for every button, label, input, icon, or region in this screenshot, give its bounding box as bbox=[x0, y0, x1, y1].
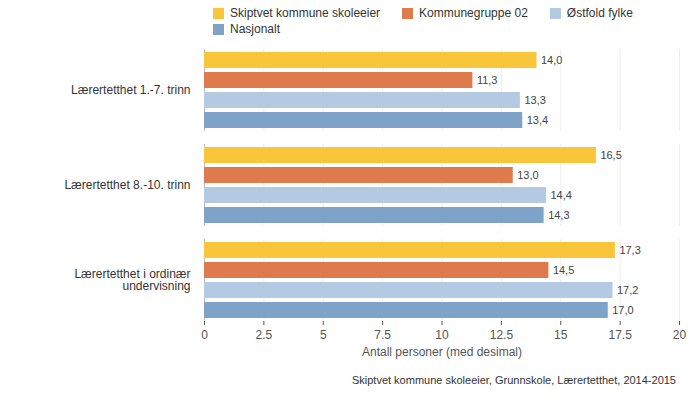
svg-text:14,5: 14,5 bbox=[553, 264, 574, 276]
svg-text:5: 5 bbox=[320, 328, 327, 342]
html-text:Østfold fylke: Østfold fylke bbox=[566, 6, 633, 20]
svg-text:17,2: 17,2 bbox=[617, 284, 638, 296]
svg-text:13,4: 13,4 bbox=[527, 114, 548, 126]
svg-text:0: 0 bbox=[201, 328, 208, 342]
svg-text:Lærertetthet i ordinærundervis: Lærertetthet i ordinærundervisning bbox=[74, 267, 190, 293]
svg-text:10: 10 bbox=[435, 328, 449, 342]
svg-text:13,3: 13,3 bbox=[524, 94, 545, 106]
svg-text:Antall personer (med desimal): Antall personer (med desimal) bbox=[362, 345, 522, 359]
svg-text:17,3: 17,3 bbox=[619, 244, 640, 256]
svg-text:2.5: 2.5 bbox=[256, 328, 273, 342]
svg-text:14,4: 14,4 bbox=[551, 189, 572, 201]
html-text:Kommunegruppe 02: Kommunegruppe 02 bbox=[419, 6, 528, 20]
svg-text:Lærertetthet 8.-10. trinn: Lærertetthet 8.-10. trinn bbox=[64, 178, 190, 192]
svg-text:20: 20 bbox=[673, 328, 687, 342]
svg-text:12.5: 12.5 bbox=[490, 328, 514, 342]
svg-text:16,5: 16,5 bbox=[600, 149, 621, 161]
html-text:Skiptvet kommune skoleeier, Gr: Skiptvet kommune skoleeier, Grunnskole, … bbox=[351, 374, 676, 386]
svg-text:17,0: 17,0 bbox=[612, 304, 633, 316]
svg-text:7.5: 7.5 bbox=[374, 328, 391, 342]
svg-text:13,0: 13,0 bbox=[517, 169, 538, 181]
svg-text:Lærertetthet 1.-7. trinn: Lærertetthet 1.-7. trinn bbox=[71, 83, 190, 97]
svg-text:17.5: 17.5 bbox=[608, 328, 632, 342]
svg-text:15: 15 bbox=[554, 328, 568, 342]
html-text:Nasjonalt: Nasjonalt bbox=[230, 22, 280, 36]
html-text:Skiptvet kommune skoleeier: Skiptvet kommune skoleeier bbox=[230, 6, 381, 20]
svg-text:14,0: 14,0 bbox=[541, 54, 562, 66]
svg-text:11,3: 11,3 bbox=[477, 74, 498, 86]
svg-text:14,3: 14,3 bbox=[548, 209, 569, 221]
